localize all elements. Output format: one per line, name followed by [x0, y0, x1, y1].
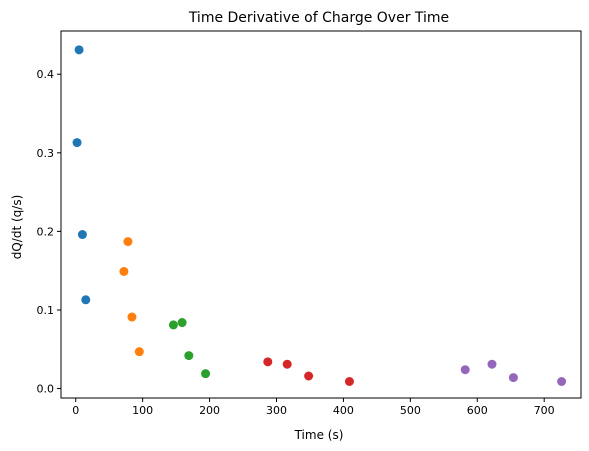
data-point-series-3 [201, 369, 211, 379]
data-point-series-1 [74, 45, 84, 55]
y-axis: 0.0 0.1 0.2 0.3 0.4 [37, 68, 61, 396]
chart-title: Time Derivative of Charge Over Time [188, 10, 449, 26]
data-point-series-5 [460, 365, 470, 375]
x-axis: 0 100 200 300 400 500 600 700 [72, 398, 555, 417]
y-tick-label: 0.4 [37, 68, 55, 81]
y-axis-label: dQ/dt (q/s) [10, 195, 24, 260]
data-point-series-2 [123, 237, 133, 247]
data-point-series-5 [508, 373, 518, 383]
x-tick-label: 700 [534, 404, 555, 417]
data-point-series-2 [119, 266, 129, 276]
x-tick-label: 100 [132, 404, 153, 417]
data-point-series-1 [72, 138, 82, 148]
data-point-series-4 [282, 359, 292, 369]
x-tick-label: 0 [72, 404, 79, 417]
data-point-series-3 [177, 318, 187, 328]
data-point-series-2 [127, 312, 137, 322]
x-tick-label: 400 [333, 404, 354, 417]
x-tick-label: 300 [266, 404, 287, 417]
data-point-series-4 [344, 376, 354, 386]
data-point-series-2 [134, 347, 144, 357]
data-point-series-4 [263, 357, 273, 367]
data-point-series-1 [81, 295, 91, 305]
data-point-series-5 [487, 359, 497, 369]
data-point-series-3 [184, 351, 194, 361]
data-point-series-3 [168, 320, 178, 330]
y-tick-label: 0.0 [37, 383, 55, 396]
data-point-series-5 [557, 376, 567, 386]
x-tick-label: 200 [199, 404, 220, 417]
plot-area [60, 30, 582, 399]
y-tick-label: 0.3 [37, 147, 55, 160]
x-axis-label: Time (s) [294, 428, 344, 442]
x-tick-label: 600 [467, 404, 488, 417]
data-point-series-4 [304, 371, 314, 381]
y-tick-label: 0.1 [37, 304, 55, 317]
data-points [72, 45, 567, 386]
data-point-series-1 [77, 230, 87, 240]
x-tick-label: 500 [400, 404, 421, 417]
plot-frame [60, 30, 582, 399]
y-tick-label: 0.2 [37, 225, 55, 238]
